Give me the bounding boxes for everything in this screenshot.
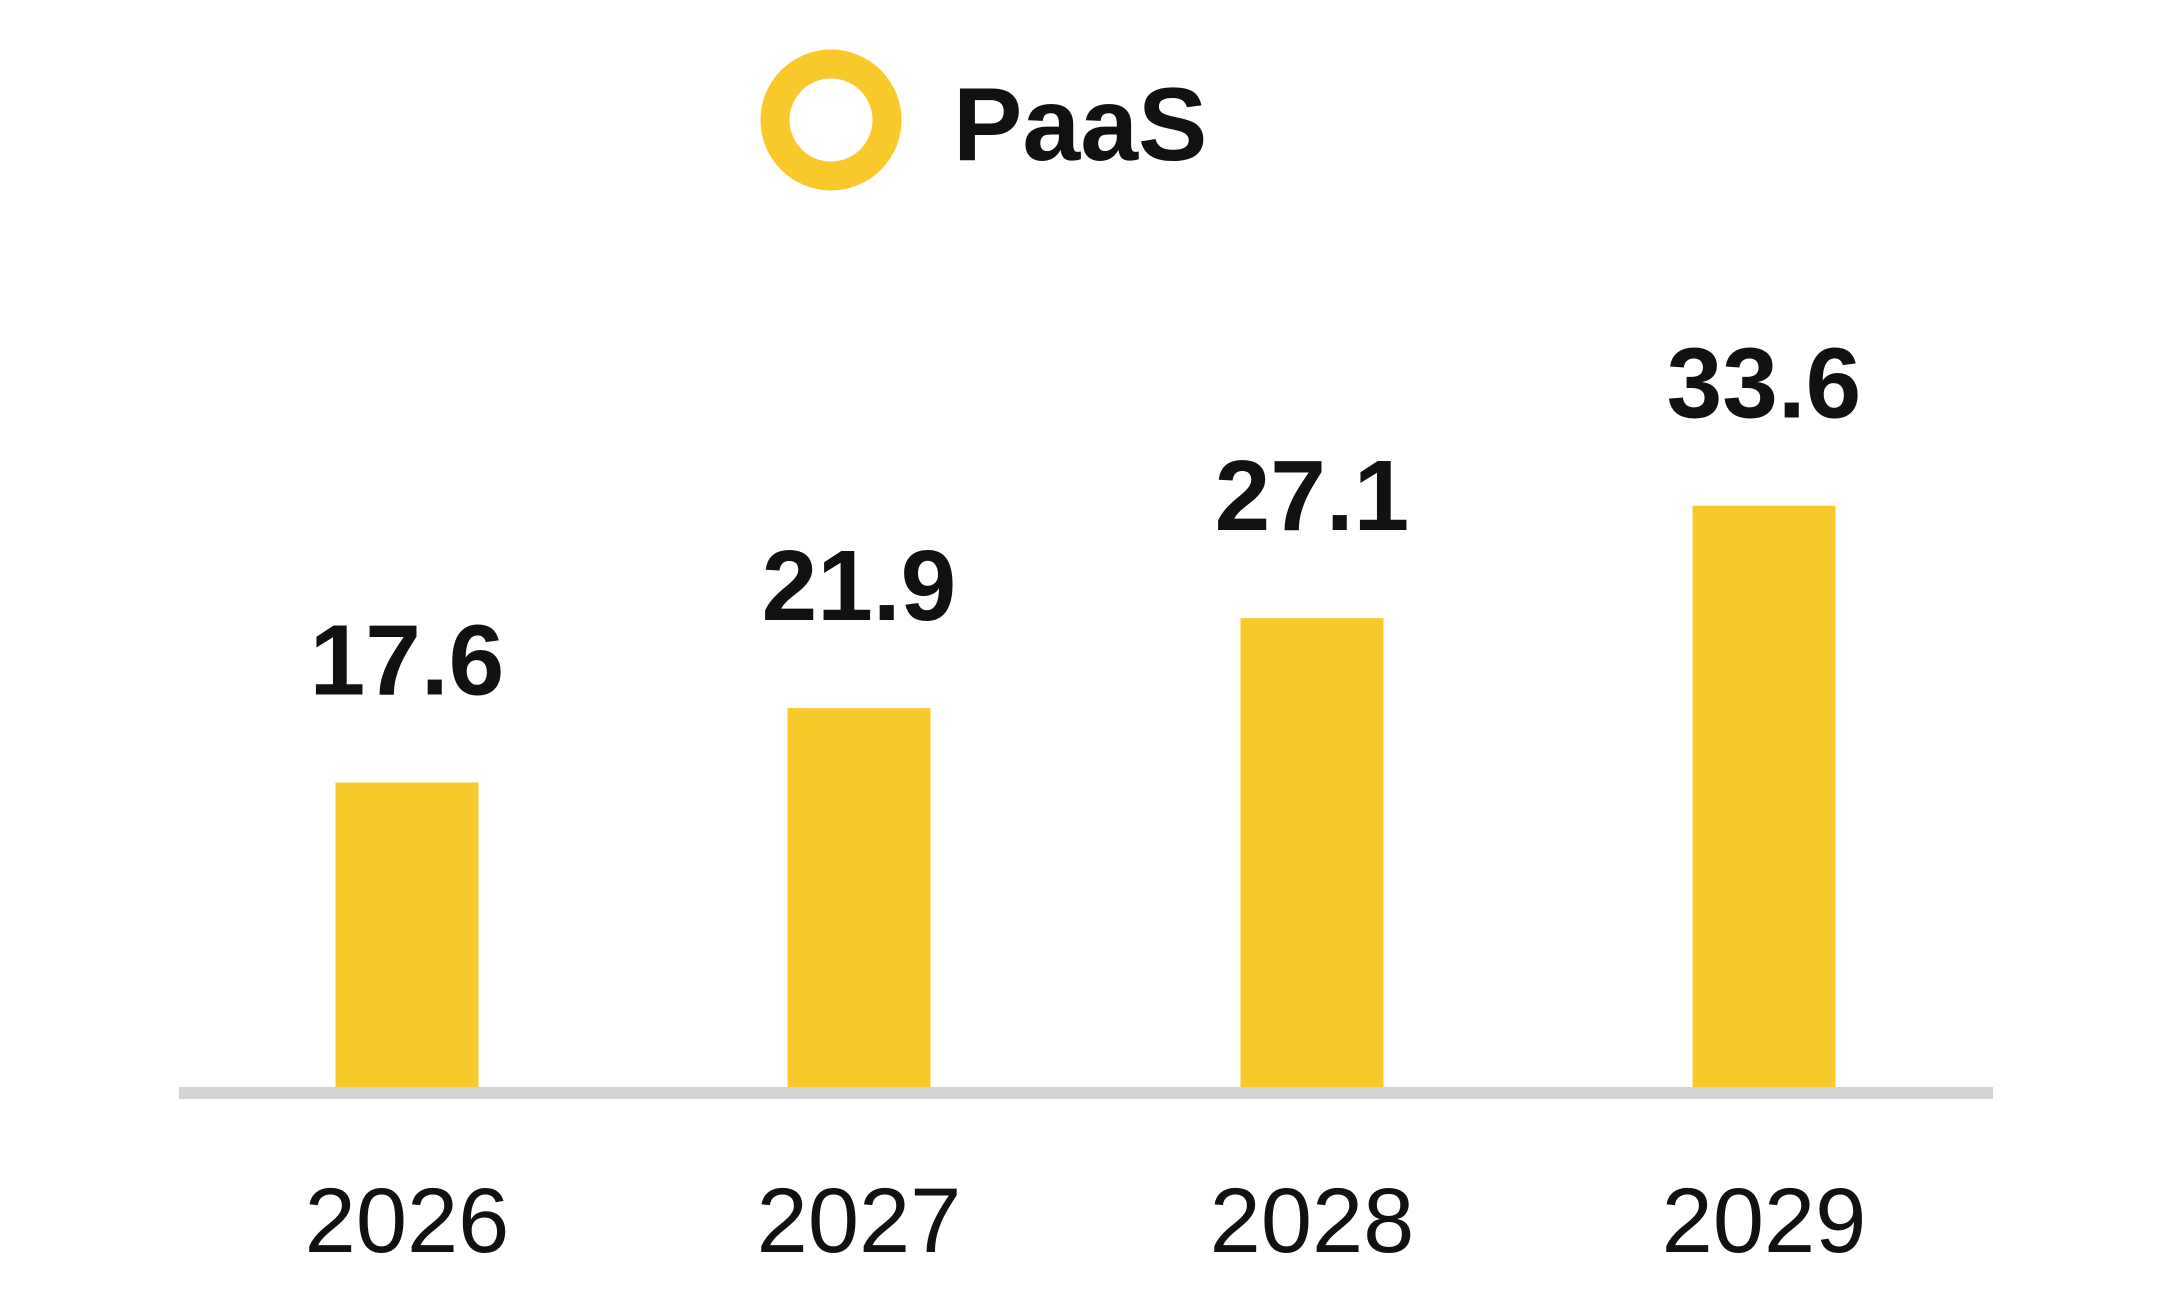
bar-2028	[1240, 618, 1384, 1087]
bar-2026	[335, 782, 479, 1087]
x-tick-labels: 2026 2027 2028 2029	[305, 1170, 1867, 1272]
legend-label-paas: PaaS	[953, 67, 1207, 183]
legend: PaaS	[760, 49, 1207, 191]
bars	[335, 505, 1836, 1088]
value-label-2027: 21.9	[762, 530, 957, 642]
bar-2029	[1692, 505, 1836, 1088]
x-tick-label-2028: 2028	[1210, 1170, 1415, 1272]
value-label-2026: 17.6	[310, 605, 505, 717]
value-label-2028: 27.1	[1215, 440, 1410, 552]
value-labels: 17.6 21.9 27.1 33.6	[310, 328, 1862, 717]
x-tick-label-2029: 2029	[1662, 1170, 1867, 1272]
x-tick-label-2027: 2027	[757, 1170, 962, 1272]
value-label-2029: 33.6	[1667, 328, 1862, 440]
legend-marker-paas	[760, 49, 902, 191]
bar-2027	[787, 708, 931, 1087]
x-tick-label-2026: 2026	[305, 1170, 510, 1272]
